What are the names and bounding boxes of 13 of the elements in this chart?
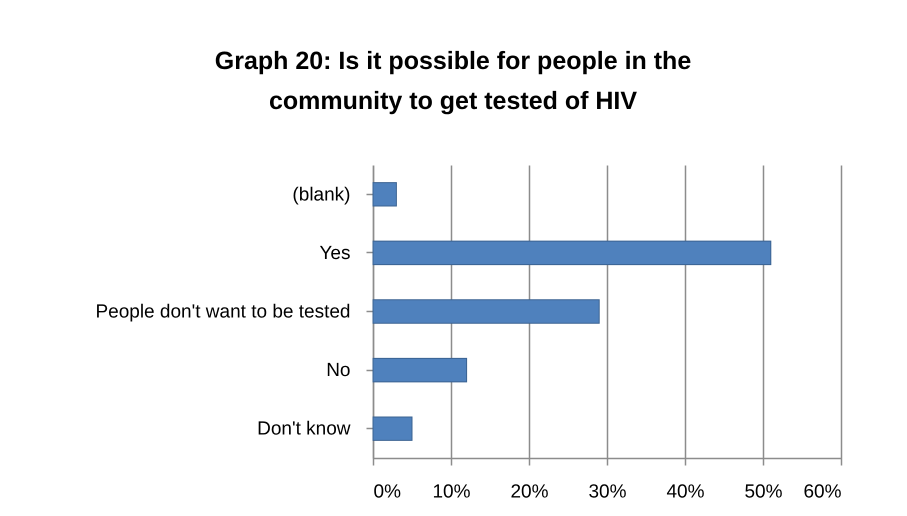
x-tick-label: 0% xyxy=(374,482,402,502)
x-tick-label: 40% xyxy=(666,482,705,502)
y-tick-label: Yes xyxy=(320,242,350,264)
y-tick-label: People don't want to be tested xyxy=(95,302,350,322)
x-tick-label: 60% xyxy=(803,482,842,502)
x-tick-label: 50% xyxy=(744,482,783,502)
x-tick-label: 10% xyxy=(432,482,471,502)
y-tick-label: No xyxy=(326,360,350,382)
x-tick-label: 20% xyxy=(510,482,549,502)
x-tick-label: 30% xyxy=(588,482,627,502)
chart-title: Graph 20: Is it possible for people in the community to get tested of HIV xyxy=(214,47,692,115)
y-tick-label: (blank) xyxy=(292,184,350,206)
y-tick-label: Don't know xyxy=(257,418,351,440)
